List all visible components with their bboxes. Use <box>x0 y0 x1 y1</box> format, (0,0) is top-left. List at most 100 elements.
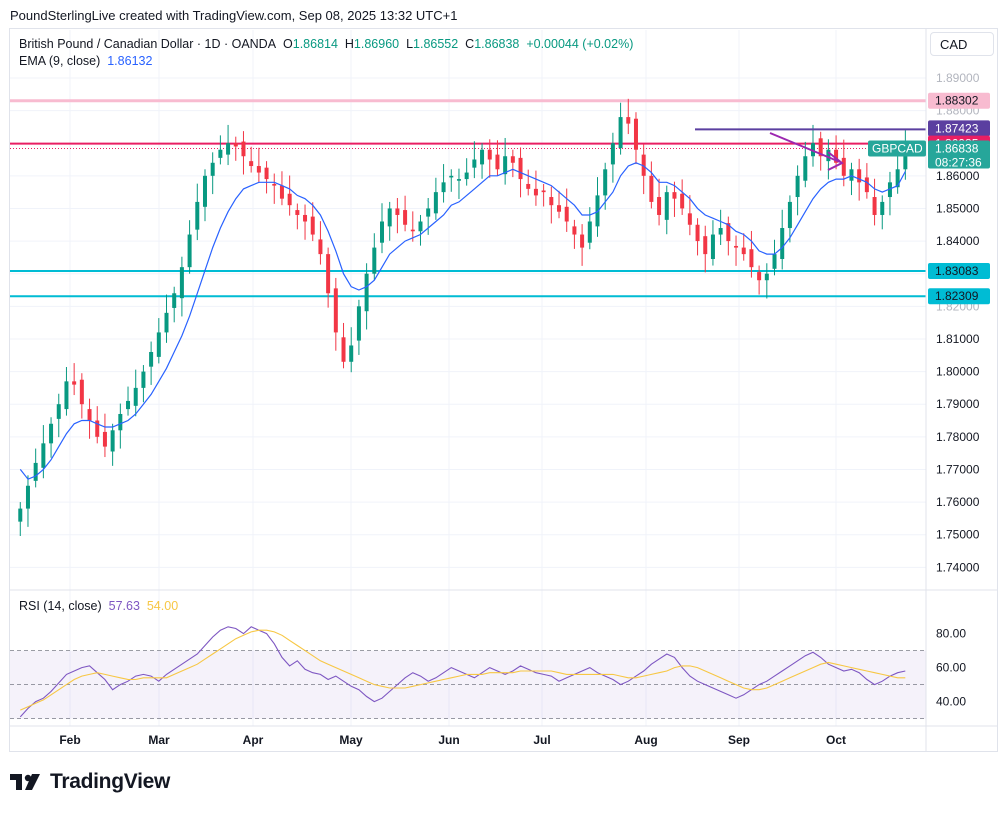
candle-body <box>734 245 739 248</box>
candle <box>118 403 123 449</box>
candle <box>849 162 854 196</box>
candle-body <box>803 156 808 181</box>
candle-body <box>864 177 869 193</box>
candle <box>387 201 392 241</box>
candle-body <box>872 197 877 215</box>
price-tags: 1.883021.874231.869851.8683808:27:36GBPC… <box>868 92 990 305</box>
time-tick-label: Jul <box>533 733 550 747</box>
candle-body <box>272 183 277 186</box>
price-tick-label: 1.75000 <box>936 528 980 542</box>
candle-body <box>141 371 146 388</box>
candle <box>887 171 892 216</box>
candle <box>364 263 369 330</box>
candle-body <box>603 169 608 196</box>
candle-body <box>818 138 823 157</box>
candle-body <box>710 234 715 260</box>
candle <box>141 365 146 403</box>
candle <box>25 475 30 527</box>
high-label: H <box>344 37 354 51</box>
candle <box>549 186 554 224</box>
candle-body <box>426 208 431 217</box>
candle-body <box>480 149 485 165</box>
candle <box>149 341 154 385</box>
candle-body <box>680 193 685 209</box>
candle-body <box>564 206 569 222</box>
candle <box>187 220 192 274</box>
candle-body <box>618 117 623 149</box>
price-tick-label: 1.78000 <box>936 430 980 444</box>
candle-body <box>703 236 708 255</box>
candle-body <box>433 192 438 214</box>
candle-body <box>541 190 546 193</box>
rsi-legend: RSI (14, close) 57.63 54.00 <box>19 599 178 613</box>
candle-body <box>187 234 192 268</box>
rsi-value: 57.63 <box>108 599 140 613</box>
candle <box>657 178 662 226</box>
candle <box>757 265 762 295</box>
candle-body <box>18 508 23 522</box>
price-tag-support: 1.83083 <box>928 262 990 279</box>
candle <box>672 181 677 217</box>
candle <box>734 235 739 266</box>
price-tag-bg <box>928 140 990 169</box>
candle-body <box>241 141 246 157</box>
candle-body <box>387 208 392 227</box>
candle <box>133 369 138 417</box>
candle-body <box>256 166 261 173</box>
candle-body <box>764 273 769 281</box>
candle-body <box>610 143 615 165</box>
price-tag-support: 1.82309 <box>928 288 990 305</box>
candle <box>433 177 438 220</box>
candle <box>633 112 638 165</box>
candle <box>510 149 515 178</box>
symbol-tag-bg <box>868 140 926 157</box>
low-value: 1.86552 <box>413 37 459 51</box>
horizontal-levels <box>10 99 926 298</box>
candle-body <box>641 154 646 176</box>
candle-body <box>772 254 777 269</box>
candle-body <box>156 332 161 357</box>
candle <box>487 139 492 178</box>
candle <box>726 216 731 256</box>
candle-body <box>464 172 469 180</box>
time-tick-label: Aug <box>634 733 657 747</box>
candle <box>595 177 600 237</box>
time-tick-label: Jun <box>438 733 459 747</box>
open-label: O <box>283 37 293 51</box>
candle-body <box>418 221 423 232</box>
low-label: L <box>406 37 414 51</box>
chart-frame <box>9 28 998 752</box>
candle-body <box>210 162 215 176</box>
candle-body <box>449 175 454 178</box>
candle <box>649 161 654 209</box>
candle <box>333 277 338 351</box>
candle-body <box>487 149 492 160</box>
candle <box>580 224 585 266</box>
candle <box>503 137 508 185</box>
ema-value: 1.86132 <box>107 54 153 68</box>
candle-body <box>64 381 69 410</box>
change-value: +0.00044 (+0.02%) <box>526 37 634 51</box>
candle <box>526 169 531 196</box>
candle-body <box>87 409 92 421</box>
candle-body <box>841 157 846 176</box>
price-tick-label: 1.77000 <box>936 462 980 476</box>
grid-lines <box>10 30 926 726</box>
price-tag-bg <box>928 262 990 279</box>
price-tag-trend: 1.87423 <box>928 120 990 137</box>
currency-selector[interactable]: CAD <box>930 32 994 56</box>
candle-body <box>118 413 123 431</box>
candle <box>826 139 831 180</box>
candle-body <box>33 462 38 481</box>
candle-body <box>741 247 746 255</box>
candle <box>680 179 685 215</box>
candle <box>279 171 284 206</box>
candle <box>772 239 777 276</box>
time-tick-label: Sep <box>728 733 750 747</box>
time-tick-label: May <box>339 733 363 747</box>
candle <box>795 165 800 216</box>
candle <box>626 98 631 135</box>
candle-body <box>341 337 346 362</box>
rsi-pane <box>10 626 926 719</box>
